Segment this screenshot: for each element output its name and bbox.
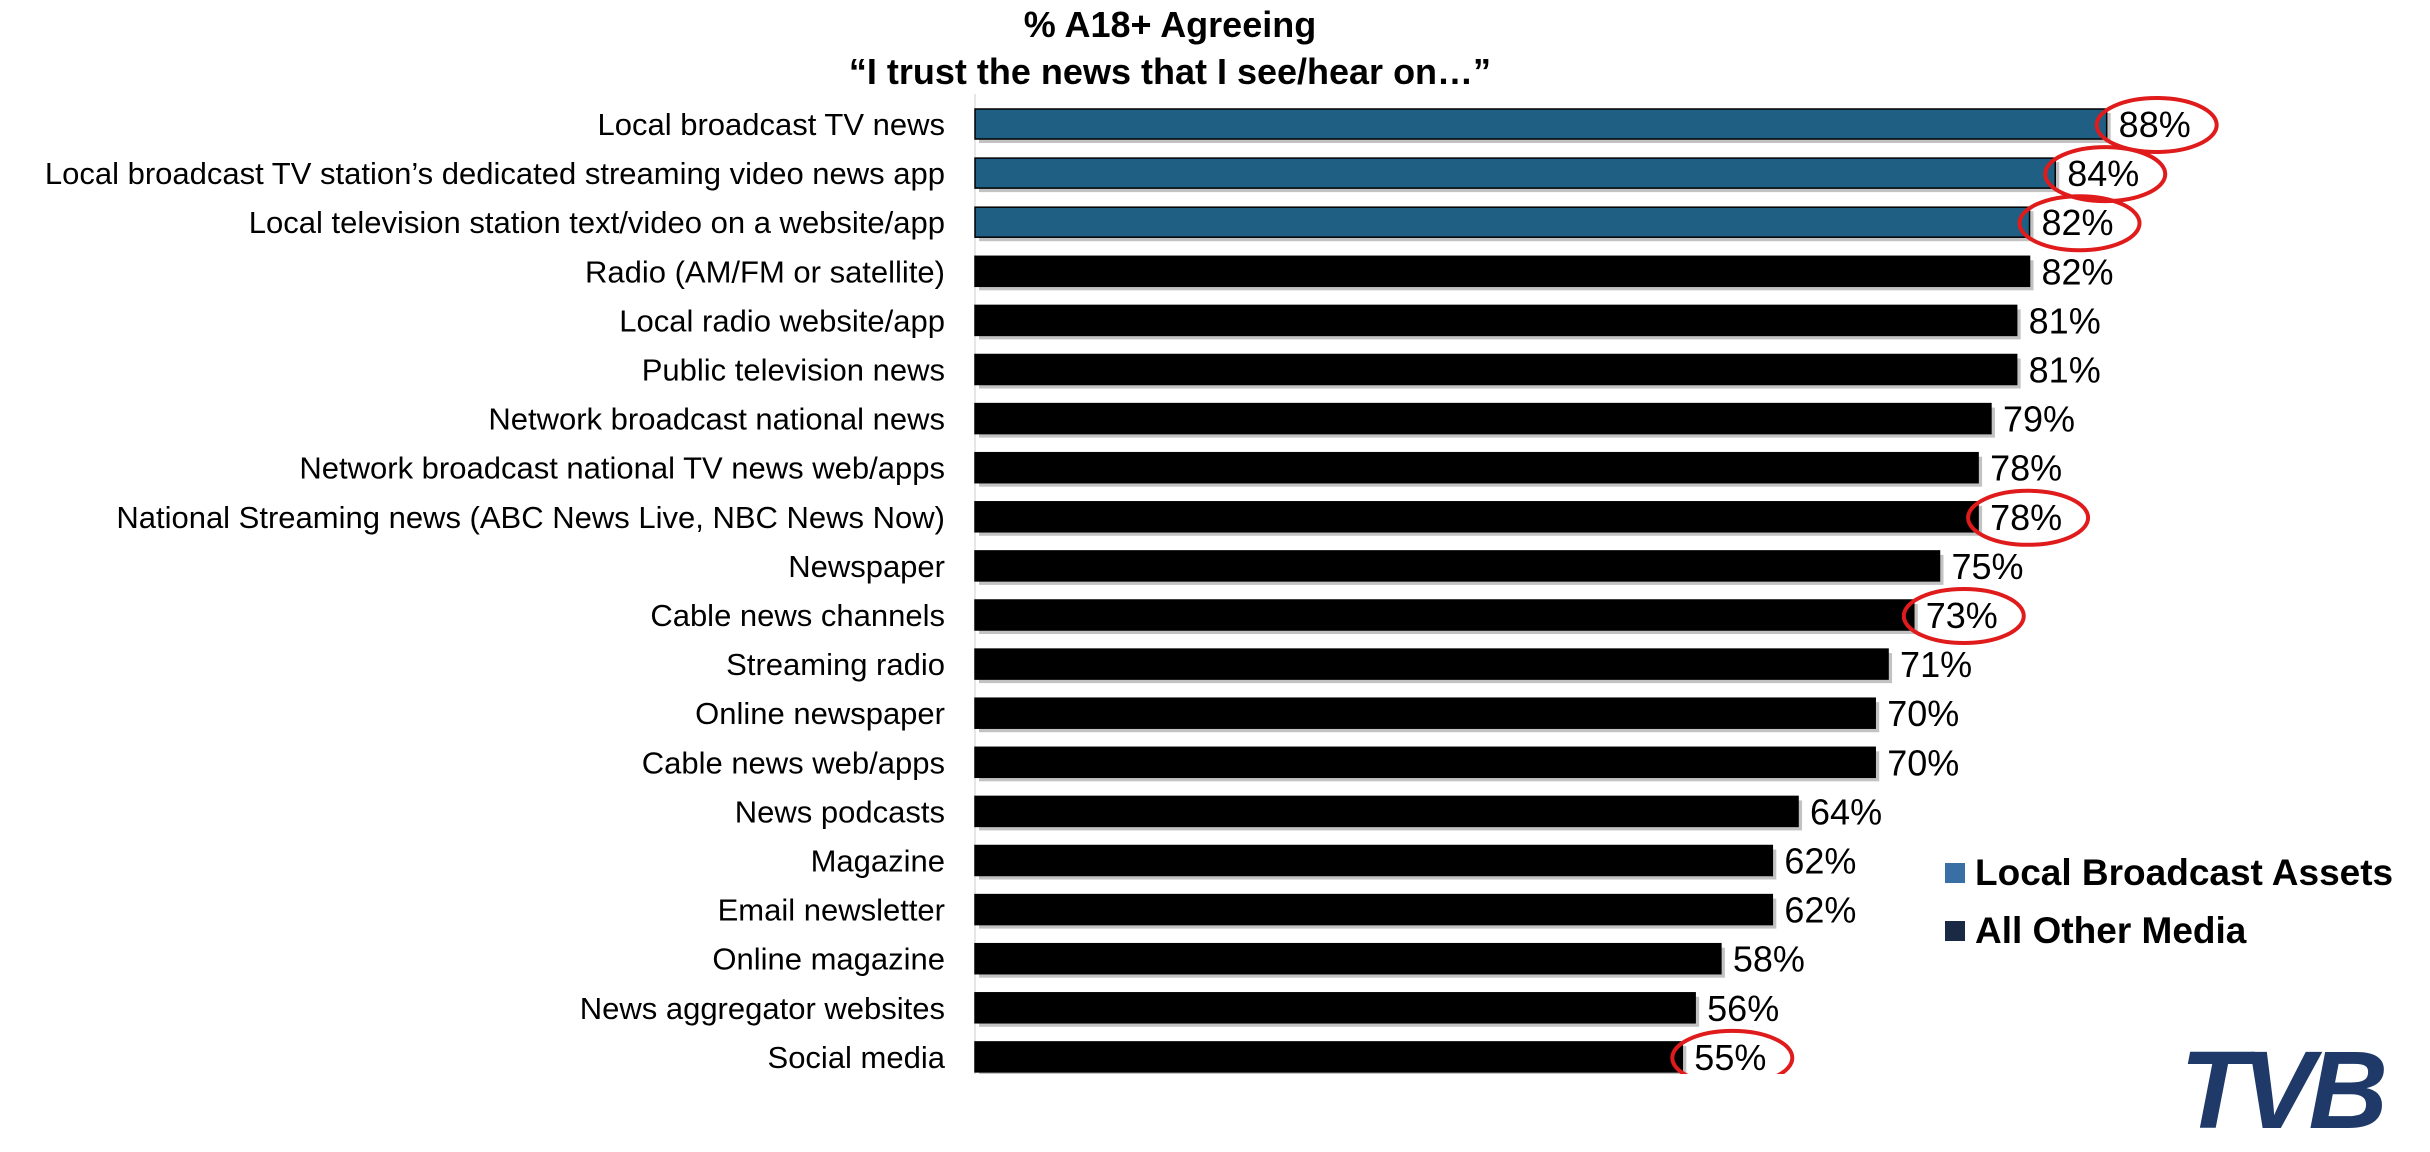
category-label: Streaming radio <box>726 647 945 682</box>
category-label: Cable news channels <box>650 598 945 633</box>
data-label: 88% <box>2119 104 2191 145</box>
bar <box>974 550 1941 582</box>
data-label: 55% <box>1694 1037 1766 1074</box>
data-label: 73% <box>1926 595 1998 636</box>
bar <box>974 108 2108 140</box>
highlight-circle <box>2017 194 2142 253</box>
data-label: 81% <box>2029 350 2101 391</box>
data-label: 79% <box>2003 399 2075 440</box>
bar-chart: Local broadcast TV news 88% Local broadcas… <box>45 94 2219 1074</box>
bar <box>974 157 2056 189</box>
category-label: Network broadcast national TV news web/a… <box>299 451 945 486</box>
highlight-circle <box>2043 145 2168 204</box>
bar <box>974 599 1915 631</box>
bar <box>974 746 1876 779</box>
data-label: 75% <box>1952 546 2024 587</box>
category-label: Online newspaper <box>695 696 945 731</box>
category-label: National Streaming news (ABC News Live, … <box>116 500 945 535</box>
chart-title: % A18+ Agreeing <box>1023 4 1317 45</box>
highlight-circle <box>1966 488 2091 547</box>
legend-swatch-local <box>1945 863 1965 883</box>
bar <box>974 353 2018 386</box>
category-label: News aggregator websites <box>580 991 945 1026</box>
data-label: 70% <box>1887 693 1959 734</box>
bar <box>974 402 1992 435</box>
category-label: Radio (AM/FM or satellite) <box>585 254 945 289</box>
bar <box>974 992 1696 1024</box>
legend-item-local: Local Broadcast Assets <box>1945 852 2393 894</box>
category-label: Social media <box>768 1040 946 1074</box>
data-label: 81% <box>2029 300 2101 341</box>
data-label: 62% <box>1784 841 1856 882</box>
category-label: Local radio website/app <box>619 303 945 338</box>
category-label: Public television news <box>642 353 945 388</box>
data-label: 82% <box>2042 202 2114 243</box>
bar <box>974 255 2031 288</box>
bar <box>974 1041 1684 1073</box>
bar <box>974 648 1889 680</box>
category-label: Local broadcast TV news <box>597 107 945 142</box>
bar <box>974 697 1876 729</box>
bar <box>974 501 1979 533</box>
legend-item-other: All Other Media <box>1945 910 2246 952</box>
bar <box>974 304 2018 337</box>
category-label: Newspaper <box>788 549 945 584</box>
bar <box>974 795 1799 828</box>
data-label: 82% <box>2042 251 2114 292</box>
highlight-circle <box>2094 96 2219 154</box>
category-label: Network broadcast national news <box>488 402 945 437</box>
highlight-circle <box>1901 587 2026 645</box>
category-label: Local broadcast TV station’s dedicated s… <box>45 156 945 191</box>
data-label: 78% <box>1990 497 2062 538</box>
bar <box>974 844 1774 877</box>
data-label: 71% <box>1900 644 1972 685</box>
data-label: 78% <box>1990 448 2062 489</box>
data-label: 62% <box>1784 890 1856 931</box>
bar <box>974 942 1722 975</box>
bar <box>974 893 1774 926</box>
bar <box>974 206 2031 238</box>
highlight-circle <box>1670 1028 1795 1074</box>
bar <box>974 451 1979 484</box>
data-label: 58% <box>1733 939 1805 980</box>
legend-label-other: All Other Media <box>1975 910 2247 951</box>
category-label: News podcasts <box>735 794 945 829</box>
tvb-logo: TVB <box>2180 1029 2388 1152</box>
category-label: Email newsletter <box>718 893 945 928</box>
chart-subtitle: “I trust the news that I see/hear on…” <box>848 51 1492 92</box>
data-label: 64% <box>1810 791 1882 832</box>
data-label: 56% <box>1707 988 1779 1029</box>
legend-label-local: Local Broadcast Assets <box>1975 852 2394 893</box>
category-label: Magazine <box>811 844 945 879</box>
data-label: 70% <box>1887 742 1959 783</box>
legend-swatch-other <box>1945 921 1965 941</box>
data-label: 84% <box>2067 153 2139 194</box>
category-label: Online magazine <box>712 942 945 977</box>
category-label: Local television station text/video on a… <box>249 205 945 240</box>
category-label: Cable news web/apps <box>642 745 945 780</box>
